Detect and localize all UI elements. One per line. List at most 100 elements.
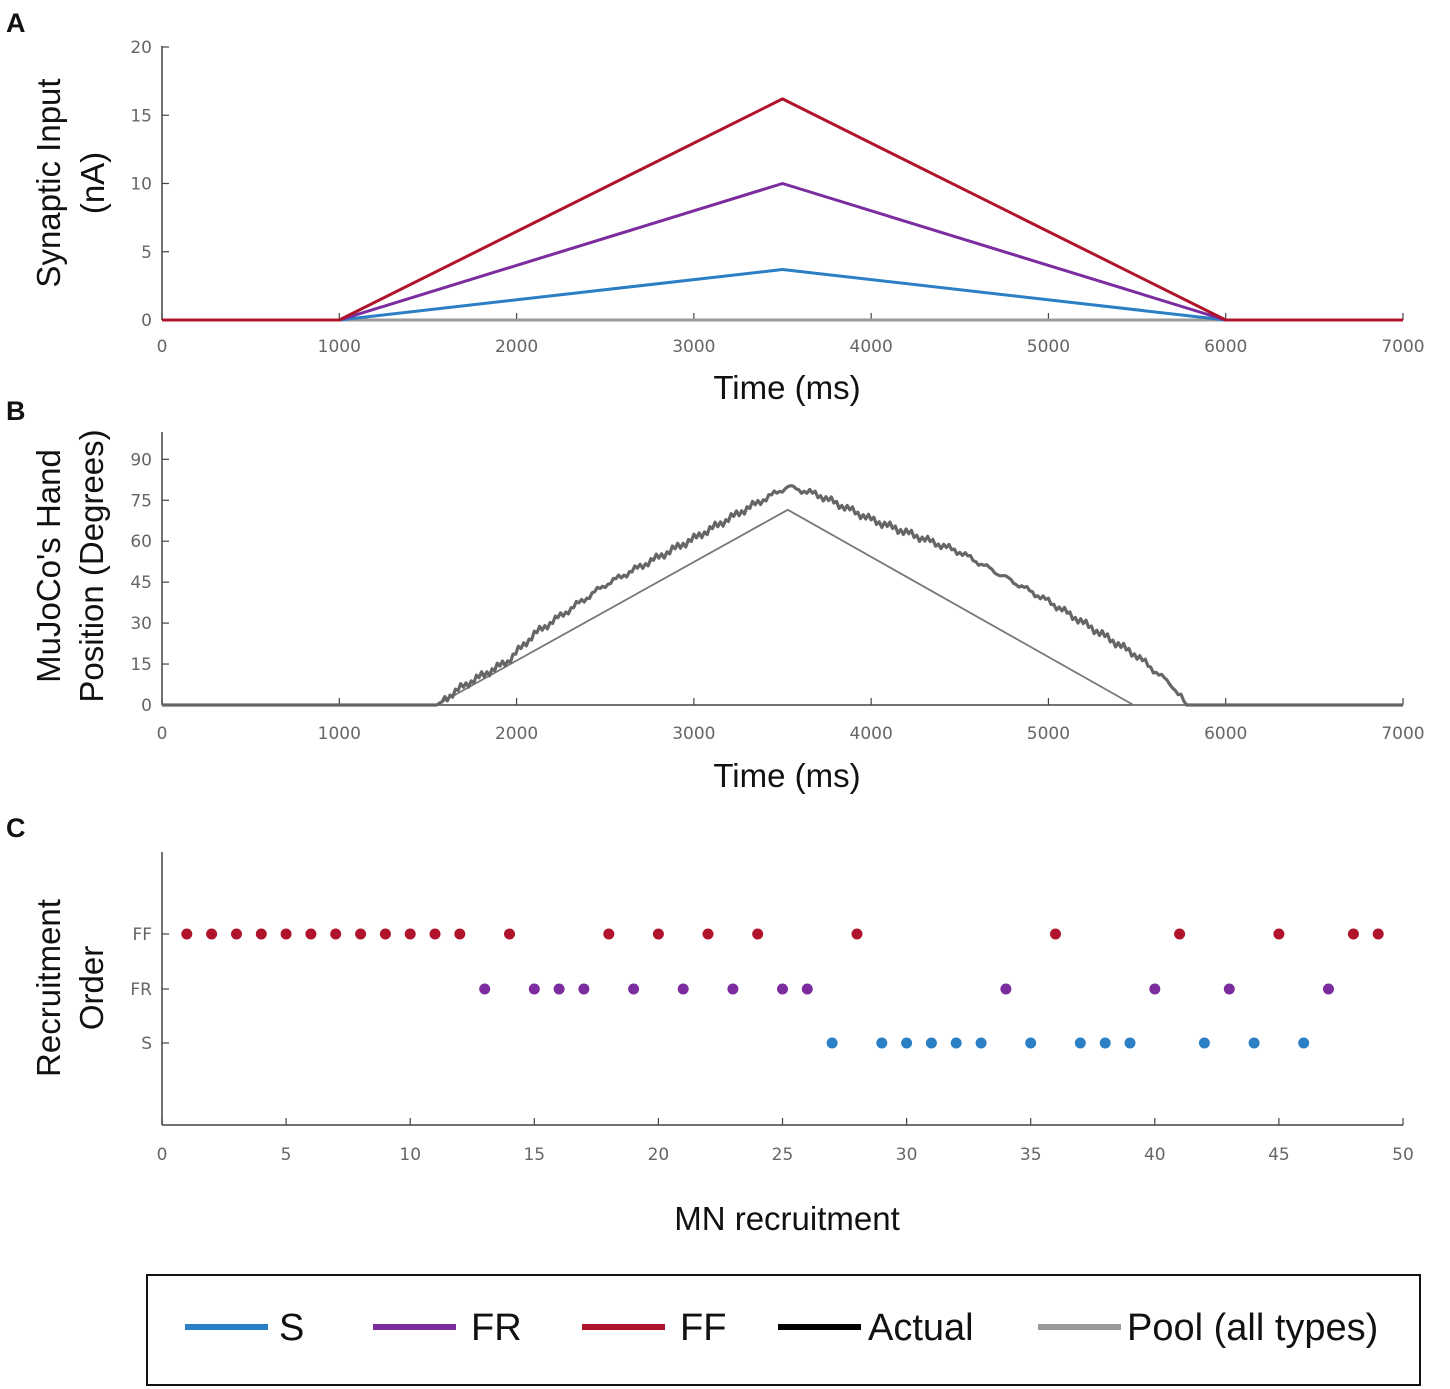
- panel-label-b: B: [6, 396, 26, 426]
- panel-b-y-tick-label: 0: [141, 696, 152, 716]
- panel-c-point-fr: [479, 983, 491, 995]
- panel-a-x-label: Time (ms): [713, 369, 860, 406]
- panel-b-x-tick-label: 0: [157, 724, 168, 744]
- panel-c-point-s: [826, 1037, 838, 1049]
- panel-a-y-tick-label: 10: [130, 175, 152, 195]
- panel-b-series-actual: [162, 484, 1403, 707]
- panel-c-point-s: [876, 1037, 888, 1049]
- panel-c-y-tick-label: S: [141, 1034, 152, 1054]
- panel-c-point-fr: [777, 983, 788, 995]
- panel-a-x-tick-label: 7000: [1381, 337, 1424, 357]
- panel-b-y-tick-label: 90: [130, 450, 152, 470]
- panel-c-point-fr: [1223, 983, 1235, 995]
- panel-b-x-tick-label: 6000: [1204, 724, 1247, 744]
- panel-c-x-tick-label: 50: [1392, 1145, 1414, 1165]
- panel-c-point-ff: [429, 928, 441, 940]
- legend-label-s: S: [279, 1307, 304, 1349]
- panel-c-point-fr: [677, 983, 689, 995]
- panel-c-point-fr: [801, 983, 813, 995]
- panel-c-point-s: [1025, 1037, 1037, 1049]
- legend-item-s: S: [185, 1307, 304, 1349]
- panel-b-chart: 0 1000 2000 3000 4000 5000 6000 7000 0 15 30 45 60 75…: [30, 429, 1425, 794]
- panel-a-series-fr: [162, 182, 1403, 322]
- panel-c-x-tick-label: 45: [1268, 1145, 1290, 1165]
- panel-a-x-tick-label: 6000: [1204, 337, 1247, 357]
- panel-c-y-tick-label: FF: [132, 925, 152, 945]
- panel-c-point-ff: [504, 928, 515, 940]
- panel-c-point-ff: [752, 928, 764, 940]
- legend-item-ff: FF: [582, 1307, 726, 1349]
- panel-c-point-ff: [454, 928, 466, 940]
- panel-a-series-s: [162, 268, 1403, 322]
- panel-c-x-tick-label: 25: [772, 1145, 794, 1165]
- panel-c-point-ff: [1273, 928, 1285, 940]
- panel-c-point-s: [1074, 1037, 1086, 1049]
- panel-a-y-tick-label: 5: [141, 243, 152, 263]
- legend-item-actual: Actual: [778, 1307, 974, 1349]
- panel-c-point-ff: [181, 928, 193, 940]
- panel-c-point-fr: [528, 983, 540, 995]
- panel-c-x-label: MN recruitment: [674, 1200, 900, 1237]
- panel-c-point-ff: [330, 928, 342, 940]
- panel-c-point-ff: [652, 928, 664, 940]
- panel-b-y-tick-label: 30: [130, 614, 152, 634]
- panel-c-point-fr: [1000, 983, 1012, 995]
- panel-c-point-fr: [1323, 983, 1334, 995]
- panel-c-point-s: [975, 1037, 987, 1049]
- panel-c-point-fr: [553, 983, 565, 995]
- panel-b-x-label: Time (ms): [713, 757, 860, 794]
- panel-c-point-ff: [1372, 928, 1384, 940]
- panel-c-y-tick-label: FR: [130, 980, 152, 1000]
- legend-label-fr: FR: [471, 1307, 522, 1349]
- panel-c-x-tick-label: 5: [281, 1145, 292, 1165]
- panel-c-x-tick-label: 15: [523, 1145, 545, 1165]
- panel-c-chart: 0 5 10 15 20 25 30 35 40 45 50 S FR FF MN recruitment…: [30, 852, 1414, 1237]
- panel-b-x-tick-label: 1000: [318, 724, 361, 744]
- panel-c-point-ff: [255, 928, 267, 940]
- panel-c-point-ff: [231, 928, 242, 940]
- panel-c-x-tick-label: 10: [399, 1145, 421, 1165]
- panel-a-x-tick-label: 2000: [495, 337, 538, 357]
- panel-b-y-tick-label: 45: [130, 573, 152, 593]
- legend: S FR FF Actual Pool (all types): [146, 1274, 1421, 1386]
- panel-c-point-fr: [1149, 983, 1161, 995]
- legend-item-pool: Pool (all types): [1038, 1307, 1378, 1349]
- panel-c-x-tick-label: 35: [1020, 1145, 1042, 1165]
- panel-c-point-s: [1298, 1037, 1310, 1049]
- legend-label-actual: Actual: [868, 1307, 974, 1349]
- panel-c-point-ff: [280, 928, 292, 940]
- panel-a-y-label-line2: (nA): [74, 152, 111, 214]
- panel-b-x-tick-label: 3000: [672, 724, 715, 744]
- panel-label-c: C: [6, 813, 26, 843]
- panel-b-y-label-line2: Position (Degrees): [73, 429, 110, 702]
- panel-c-point-s: [901, 1037, 913, 1049]
- panel-c-point-s: [1198, 1037, 1210, 1049]
- panel-a-x-tick-label: 5000: [1027, 337, 1070, 357]
- panel-b-x-tick-label: 5000: [1027, 724, 1070, 744]
- legend-item-fr: FR: [373, 1307, 522, 1349]
- panel-a-x-tick-label: 0: [157, 337, 168, 357]
- legend-label-pool: Pool (all types): [1127, 1307, 1378, 1349]
- panel-c-point-ff: [702, 928, 714, 940]
- panel-c-point-fr: [628, 983, 640, 995]
- panel-c-point-ff: [603, 928, 615, 940]
- panel-c-point-ff: [206, 928, 218, 940]
- panel-c-point-s: [1124, 1037, 1136, 1049]
- panel-a-x-tick-label: 1000: [318, 337, 361, 357]
- panel-c-y-label-line1: Recruitment: [30, 899, 67, 1077]
- panel-b-x-tick-label: 4000: [850, 724, 893, 744]
- panel-b-series-target: [162, 508, 1403, 706]
- panel-b-y-tick-label: 75: [130, 491, 152, 511]
- panel-a-y-tick-label: 0: [141, 311, 152, 331]
- panel-a-y-tick-label: 20: [130, 38, 152, 58]
- panel-c-point-s: [950, 1037, 962, 1049]
- panel-a-chart: 0 1000 2000 3000 4000 5000 6000 7000 0 5 10 15 20 Ti…: [30, 38, 1425, 406]
- panel-a-y-label-line1: Synaptic Input: [30, 78, 67, 287]
- panel-a-series-ff: [162, 97, 1403, 322]
- panel-c-x-tick-label: 40: [1144, 1145, 1166, 1165]
- panel-c-point-ff: [851, 928, 863, 940]
- panel-b-y-tick-label: 60: [130, 532, 152, 552]
- panel-c-x-tick-label: 0: [157, 1145, 168, 1165]
- legend-label-ff: FF: [680, 1307, 726, 1349]
